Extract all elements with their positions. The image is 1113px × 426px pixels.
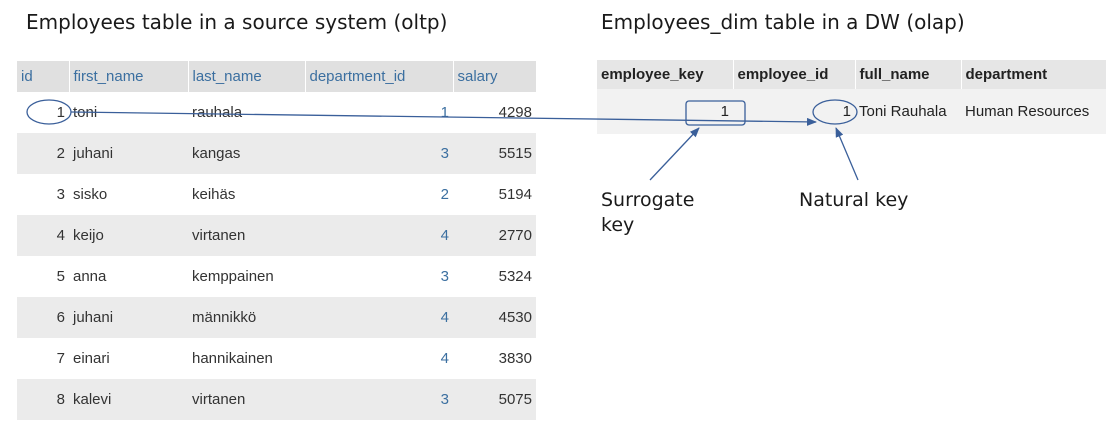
source-table-title: Employees table in a source system (oltp…	[26, 10, 448, 34]
table-row: 4 keijo virtanen 4 2770	[17, 215, 536, 256]
table-row: 5 anna kemppainen 3 5324	[17, 256, 536, 297]
table-row: 1 toni rauhala 1 4298	[17, 92, 536, 133]
surrogate-key-callout: Surrogate key	[601, 188, 731, 238]
table-row: 1 1 Toni Rauhala Human Resources	[597, 89, 1106, 134]
last-name-cell: kangas	[192, 145, 241, 162]
last-name-cell: hannikainen	[192, 350, 273, 367]
last-name-cell: männikkö	[192, 309, 257, 326]
id-cell: 6	[56, 309, 65, 326]
salary-cell: 2770	[498, 227, 532, 244]
id-cell: 4	[56, 227, 65, 244]
column-header-last-name[interactable]: last_name	[188, 61, 306, 92]
first-name-cell: juhani	[73, 309, 114, 326]
full-name-cell: Toni Rauhala	[859, 103, 947, 120]
column-header-full-name[interactable]: full_name	[855, 60, 962, 89]
first-name-cell: toni	[73, 104, 98, 121]
department-id-cell: 4	[440, 227, 449, 244]
department-id-cell: 4	[440, 309, 449, 326]
dw-table-title: Employees_dim table in a DW (olap)	[601, 10, 965, 34]
table-row: 3 sisko keihäs 2 5194	[17, 174, 536, 215]
salary-cell: 5324	[498, 268, 532, 285]
id-cell: 1	[56, 104, 65, 121]
id-cell: 8	[56, 391, 65, 408]
first-name-cell: einari	[73, 350, 110, 367]
last-name-cell: kemppainen	[192, 268, 274, 285]
surrogate-key-label-line1: Surrogate	[601, 189, 695, 211]
column-header-department-id[interactable]: department_id	[305, 61, 454, 92]
department-id-cell: 2	[440, 186, 449, 203]
column-header-salary[interactable]: salary	[457, 68, 498, 85]
table-row: 2 juhani kangas 3 5515	[17, 133, 536, 174]
last-name-cell: keihäs	[192, 186, 236, 203]
department-id-cell: 3	[440, 391, 449, 408]
first-name-cell: juhani	[73, 145, 114, 162]
first-name-cell: keijo	[73, 227, 104, 244]
department-cell: Human Resources	[965, 103, 1090, 120]
id-cell: 5	[56, 268, 65, 285]
department-id-cell: 3	[440, 268, 449, 285]
id-cell: 2	[56, 145, 65, 162]
salary-cell: 5194	[498, 186, 532, 203]
salary-cell: 5515	[498, 145, 532, 162]
table-row: 7 einari hannikainen 4 3830	[17, 338, 536, 379]
natural-key-callout: Natural key	[799, 189, 909, 211]
salary-cell: 5075	[498, 391, 532, 408]
department-id-cell: 1	[440, 104, 449, 121]
column-header-employee-key[interactable]: employee_key	[597, 60, 734, 89]
employees-header-row: id first_name last_name department_id sa…	[17, 61, 536, 92]
employees-dim-table: employee_key employee_id full_name depar…	[597, 60, 1106, 134]
column-header-first-name[interactable]: first_name	[69, 61, 189, 92]
employee-key-cell: 1	[720, 103, 729, 120]
table-row: 8 kalevi virtanen 3 5075	[17, 379, 536, 420]
employees-table: id first_name last_name department_id sa…	[17, 61, 536, 420]
employees-dim-header-row: employee_key employee_id full_name depar…	[597, 60, 1106, 89]
natural-key-arrow	[835, 127, 859, 181]
last-name-cell: rauhala	[192, 104, 243, 121]
last-name-cell: virtanen	[192, 391, 246, 408]
id-cell: 3	[56, 186, 65, 203]
surrogate-key-arrow	[649, 127, 700, 181]
employee-id-cell: 1	[842, 103, 851, 120]
salary-cell: 3830	[498, 350, 532, 367]
column-header-id[interactable]: id	[17, 61, 70, 92]
department-id-cell: 3	[440, 145, 449, 162]
last-name-cell: virtanen	[192, 227, 246, 244]
id-cell: 7	[56, 350, 65, 367]
table-row: 6 juhani männikkö 4 4530	[17, 297, 536, 338]
salary-cell: 4298	[498, 104, 532, 121]
department-id-cell: 4	[440, 350, 449, 367]
first-name-cell: anna	[73, 268, 107, 285]
first-name-cell: sisko	[73, 186, 108, 203]
column-header-department[interactable]: department	[965, 66, 1048, 83]
first-name-cell: kalevi	[73, 391, 112, 408]
column-header-employee-id[interactable]: employee_id	[733, 60, 856, 89]
salary-cell: 4530	[498, 309, 532, 326]
surrogate-key-label-line2: key	[601, 214, 635, 236]
